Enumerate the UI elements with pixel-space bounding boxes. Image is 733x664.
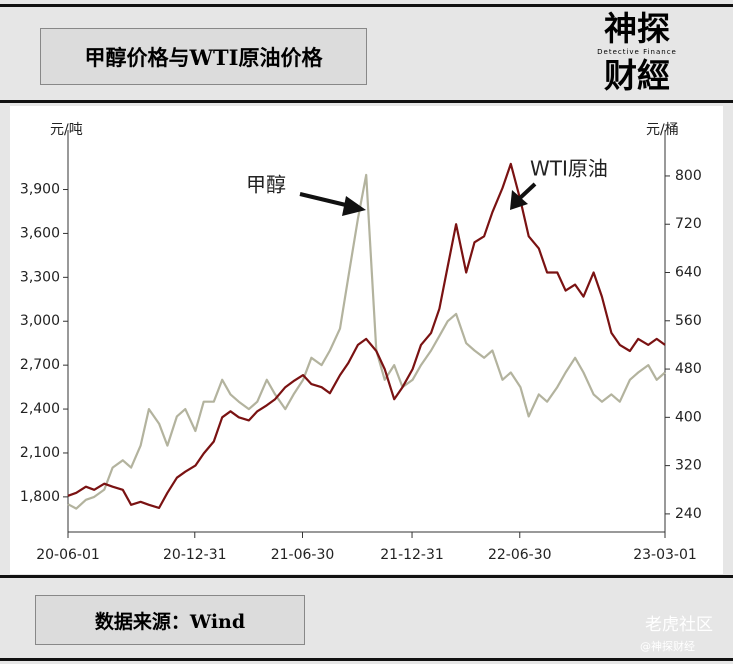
y-tick-label: 3,300 xyxy=(20,269,60,285)
x-tick-label: 23-03-01 xyxy=(633,547,697,563)
rule xyxy=(0,575,733,578)
x-tick-label: 20-12-31 xyxy=(163,547,227,563)
rule xyxy=(0,4,733,7)
credit: @神探财经 xyxy=(640,640,695,653)
x-tick-label: 20-06-01 xyxy=(36,547,100,563)
source: 数据来源：Wind xyxy=(35,595,305,645)
logo-sub: Detective Finance xyxy=(597,48,677,56)
y2-tick-label: 800 xyxy=(675,168,702,184)
chart: 元/吨 元/桶 甲醇 WTI原油 1,800 2,100 2,400 2,700 3,0… xyxy=(10,106,723,574)
series-line xyxy=(67,162,666,509)
arrow xyxy=(299,192,351,208)
y-tick-label: 1,800 xyxy=(20,489,60,505)
y2-tick-label: 560 xyxy=(675,313,702,329)
y2-tick-label: 400 xyxy=(675,409,702,425)
rule xyxy=(0,100,733,103)
y2-tick-label: 240 xyxy=(675,506,702,522)
y-tick-label: 2,400 xyxy=(20,401,60,417)
annotation-arrows xyxy=(299,182,537,216)
arrow-head xyxy=(342,196,366,216)
watermark: 老虎社区 xyxy=(645,615,713,635)
y2-unit: 元/桶 xyxy=(646,122,679,138)
y2-tick-label: 640 xyxy=(675,265,702,281)
y2-tick-label: 320 xyxy=(675,458,702,474)
arrow-head xyxy=(510,190,528,210)
y-tick-label: 3,600 xyxy=(20,225,60,241)
title: 甲醇价格与WTI原油价格 xyxy=(40,28,367,85)
x-tick-label: 21-12-31 xyxy=(380,547,444,563)
x-tick-label: 21-06-30 xyxy=(271,547,335,563)
rule xyxy=(0,658,733,661)
logo-bottom: 财經 xyxy=(604,56,670,95)
arrow xyxy=(518,182,537,200)
y-unit: 元/吨 xyxy=(50,122,83,138)
y-tick-label: 3,900 xyxy=(20,182,60,198)
annotation: WTI原油 xyxy=(530,157,608,181)
x-tick-label: 22-06-30 xyxy=(488,547,552,563)
annotation: 甲醇 xyxy=(246,173,286,197)
logo: 神探 Detective Finance 财經 xyxy=(597,10,677,95)
series-line xyxy=(67,173,666,510)
y-tick-label: 2,100 xyxy=(20,445,60,461)
y2-tick-label: 720 xyxy=(675,216,702,232)
logo-top: 神探 xyxy=(604,9,670,48)
y-tick-label: 3,000 xyxy=(20,313,60,329)
y-tick-label: 2,700 xyxy=(20,357,60,373)
y2-tick-label: 480 xyxy=(675,361,702,377)
